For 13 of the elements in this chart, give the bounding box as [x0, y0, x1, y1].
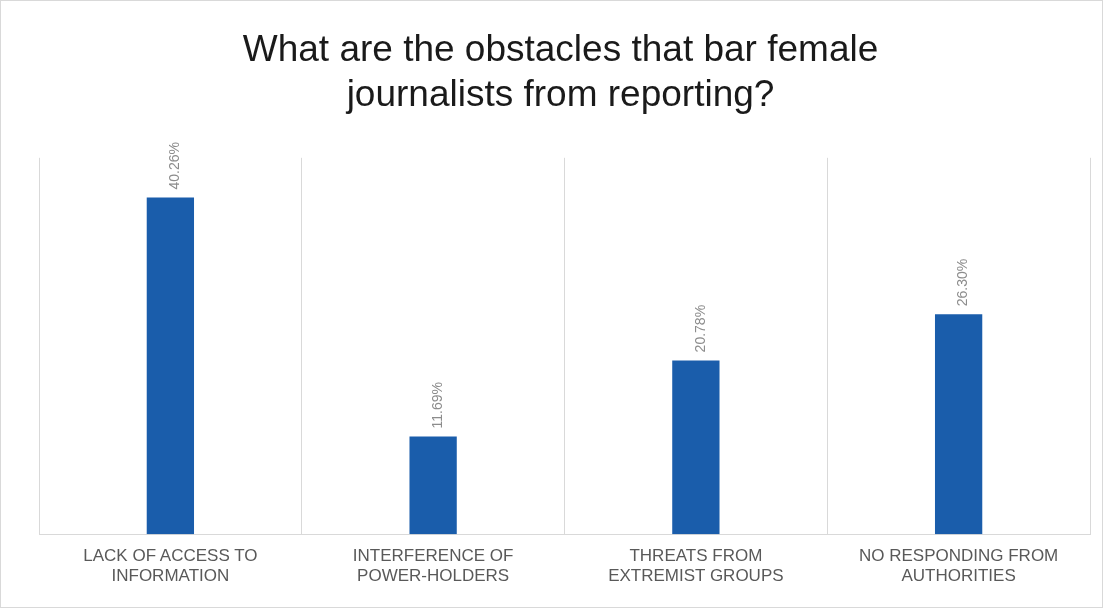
data-label: 40.26%	[166, 141, 183, 190]
bar	[146, 197, 195, 535]
data-label: 20.78%	[691, 304, 708, 353]
bar	[409, 436, 457, 535]
data-label: 26.30%	[954, 258, 971, 307]
x-tick-label: THREATS FROM EXTREMIST GROUPS	[608, 546, 784, 586]
x-tick-label: LACK OF ACCESS TO INFORMATION	[83, 546, 258, 586]
data-label: 11.69%	[428, 381, 445, 429]
x-tick-label: NO RESPONDING FROM AUTHORITIES	[858, 546, 1059, 586]
x-tick-label: INTERFERENCE OF POWER-HOLDERS	[352, 546, 514, 586]
bar	[672, 360, 720, 535]
chart-title: What are the obstacles that bar female journalists from reporting?	[242, 28, 879, 114]
bar	[934, 314, 983, 535]
